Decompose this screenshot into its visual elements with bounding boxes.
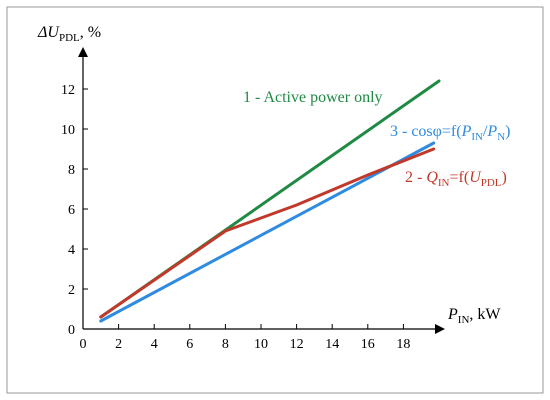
tick-labels: 0 2 4 6 8 10 12 14 16 18 0 2 4 6 8 10 12 <box>61 83 410 352</box>
x-tick-label: 6 <box>186 337 193 352</box>
label-part: IN <box>438 177 450 189</box>
label-part: ) <box>505 123 510 140</box>
x-tick-label: 4 <box>151 337 158 352</box>
axis-label-sub: PDL <box>59 32 80 44</box>
x-tick-label: 2 <box>115 337 122 352</box>
label-part: P <box>486 123 497 140</box>
axis-label-suffix: , kW <box>469 306 501 323</box>
x-tick-label: 0 <box>80 337 87 352</box>
chart-frame <box>6 6 544 394</box>
x-tick-label: 16 <box>361 337 375 352</box>
label-part: Q <box>426 169 438 186</box>
x-tick-label: 8 <box>222 337 229 352</box>
label-part: 3 - cosφ=f( <box>390 123 462 140</box>
y-axis-label: ΔUPDL, % <box>37 24 101 44</box>
axis-labels: ΔUPDL, %PIN, kW <box>37 24 501 326</box>
x-axis-label: PIN, kW <box>447 306 501 326</box>
label-part: =f( <box>450 169 470 186</box>
series-3-label: 3 - cosφ=f(PIN/PN) <box>390 123 510 143</box>
label-part: PDL <box>481 177 502 189</box>
series-2-label: 2 - QIN=f(UPDL) <box>405 169 507 189</box>
x-tick-label: 14 <box>325 337 339 352</box>
x-tick-label: 18 <box>396 337 410 352</box>
y-tick-label: 12 <box>61 83 75 98</box>
x-tick-label: 12 <box>290 337 304 352</box>
axis-label-suffix: , % <box>80 24 101 41</box>
y-tick-label: 6 <box>68 203 75 218</box>
label-part: U <box>469 169 482 186</box>
label-part: N <box>497 131 505 143</box>
label-part: / <box>483 123 488 140</box>
series-3-cosphi-line <box>99 141 436 323</box>
label-part: 1 - Active power only <box>243 89 383 106</box>
y-tick-label: 0 <box>68 323 75 338</box>
y-tick-label: 8 <box>68 163 75 178</box>
label-part: IN <box>471 131 483 143</box>
series-lines <box>99 79 441 323</box>
label-part: 2 - <box>405 169 426 186</box>
label-part: P <box>461 123 472 140</box>
x-tick-label: 10 <box>254 337 268 352</box>
label-part: ) <box>502 169 507 186</box>
axis-label-sub: IN <box>458 314 470 326</box>
series-2-qin-line <box>99 147 436 319</box>
axis-label-main: P <box>447 306 458 323</box>
y-tick-label: 4 <box>68 243 75 258</box>
axis-label-main: ΔU <box>37 24 60 41</box>
y-tick-label: 10 <box>61 123 75 138</box>
y-tick-label: 2 <box>68 283 75 298</box>
series-1-label: 1 - Active power only <box>243 89 383 106</box>
